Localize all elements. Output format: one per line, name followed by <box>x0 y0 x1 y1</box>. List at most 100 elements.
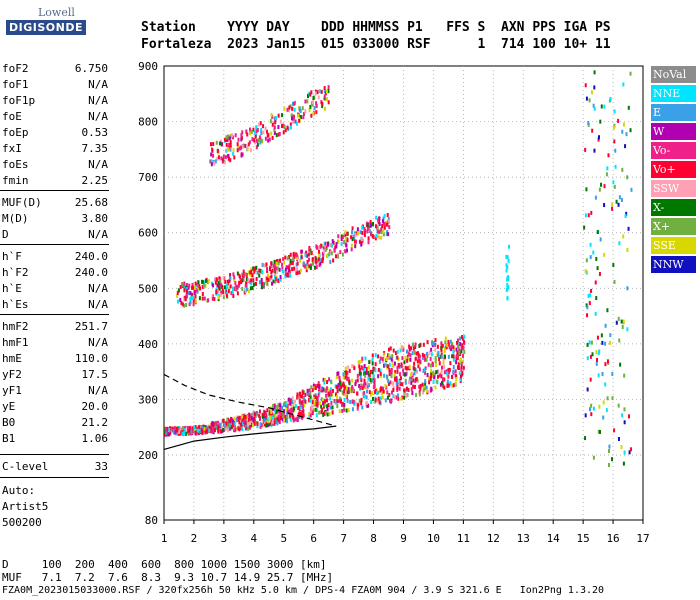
x-tick-label: 10 <box>427 532 440 545</box>
echo-mark-f2-first-hop <box>289 412 292 417</box>
echo-mark-f2-first-hop <box>347 408 350 413</box>
echo-mark-f2-third-hop <box>283 125 286 130</box>
echo-mark-f2-first-hop <box>300 410 303 415</box>
spread-echo-mark <box>598 271 601 276</box>
spread-echo-mark <box>617 403 620 408</box>
echo-mark-f2-first-hop <box>425 354 428 359</box>
echo-mark-f2-second-hop <box>289 261 292 266</box>
echo-mark-f2-third-hop <box>291 116 294 121</box>
echo-mark-f2-first-hop <box>338 387 341 392</box>
echo-mark-f2-first-hop <box>442 357 445 362</box>
echo-mark-f2-third-hop <box>237 137 240 142</box>
echo-mark-f2-second-hop <box>335 254 338 259</box>
echo-mark-f2-first-hop <box>388 393 391 398</box>
echo-mark-f2-first-hop <box>443 385 446 390</box>
echo-mark-f2-first-hop <box>322 377 325 382</box>
echo-mark-f2-first-hop <box>434 359 437 364</box>
spread-echo-mark <box>604 323 607 328</box>
spread-echo-mark <box>592 406 595 411</box>
echo-mark-f2-first-hop <box>364 394 367 399</box>
echo-mark-f2-first-hop <box>361 391 364 396</box>
echo-mark-f2-first-hop <box>415 369 418 374</box>
echo-mark-f2-first-hop <box>424 386 427 391</box>
echo-mark-f2-first-hop <box>401 345 404 350</box>
echo-mark-f2-second-hop <box>250 267 253 272</box>
echo-mark-f2-third-hop <box>255 138 258 143</box>
echo-mark-f2-first-hop <box>239 422 242 427</box>
echo-mark-f2-second-hop <box>266 282 269 287</box>
echo-mark-f2-second-hop <box>311 258 314 263</box>
echo-mark-f2-third-hop <box>306 99 309 104</box>
echo-mark-f2-first-hop <box>373 383 376 388</box>
echo-mark-f2-first-hop <box>390 367 393 372</box>
echo-mark-f2-second-hop <box>302 261 305 266</box>
echo-mark-f2-third-hop <box>323 86 326 91</box>
echo-mark-f2-second-hop <box>277 279 280 284</box>
echo-mark-f2-first-hop <box>439 382 442 387</box>
echo-mark-f2-third-hop <box>212 153 215 158</box>
echo-mark-f2-first-hop <box>440 354 443 359</box>
echo-mark-f2-third-hop <box>228 136 231 141</box>
echo-mark-f2-second-hop <box>367 240 370 245</box>
echo-mark-f2-first-hop <box>286 404 289 409</box>
echo-mark-f2-first-hop <box>426 340 429 345</box>
echo-mark-f2-first-hop <box>164 428 167 433</box>
echo-mark-f2-third-hop <box>214 159 217 164</box>
echo-mark-f2-first-hop <box>245 425 248 430</box>
echo-mark-f2-first-hop <box>413 371 416 376</box>
echo-mark-f2-first-hop <box>381 359 384 364</box>
echo-mark-f2-third-hop <box>270 131 273 136</box>
echo-mark-f2-second-hop <box>219 278 222 283</box>
echo-mark-f2-second-hop <box>369 219 372 224</box>
spread-echo-mark <box>585 187 588 192</box>
echo-mark-f2-first-hop <box>392 381 395 386</box>
x-tick-label: 12 <box>487 532 500 545</box>
echo-mark-f2-first-hop <box>454 381 457 386</box>
echo-mark-f2-first-hop <box>197 431 200 436</box>
echo-mark-f2-first-hop <box>249 421 252 426</box>
echo-mark-f2-second-hop <box>268 277 271 282</box>
echo-mark-f2-second-hop <box>275 266 278 271</box>
echo-mark-f2-first-hop <box>308 388 311 393</box>
parameter-label: foF2 <box>2 62 29 75</box>
echo-mark-f2-second-hop <box>232 294 235 299</box>
echo-mark-f2-third-hop <box>266 133 269 138</box>
echo-mark-f2-first-hop <box>227 426 230 431</box>
echo-mark-f2-first-hop <box>379 356 382 361</box>
echo-mark-f2-first-hop <box>456 365 459 370</box>
echo-mark-f2-first-hop <box>282 402 285 407</box>
echo-mark-f2-second-hop <box>292 251 295 256</box>
echo-mark-f2-first-hop <box>429 376 432 381</box>
echo-mark-f2-first-hop <box>175 431 178 436</box>
echo-mark-f2-first-hop <box>434 338 437 343</box>
echo-mark-f2-first-hop <box>424 381 427 386</box>
echo-mark-f2-third-hop <box>298 106 301 111</box>
echo-mark-f2-first-hop <box>380 386 383 391</box>
echo-mark-f2-third-hop <box>301 106 304 111</box>
echo-mark-f2-third-hop <box>306 94 309 99</box>
echo-mark-f2-second-hop <box>382 226 385 231</box>
x-tick-label: 4 <box>251 532 258 545</box>
y-tick-label: 500 <box>138 282 158 295</box>
echo-mark-f2-first-hop <box>348 381 351 386</box>
echo-mark-f2-second-hop <box>346 231 349 236</box>
echo-mark-f2-first-hop <box>451 342 454 347</box>
echo-mark-f2-first-hop <box>314 386 317 391</box>
echo-mark-f2-third-hop <box>240 153 243 158</box>
echo-mark-f2-third-hop <box>253 138 256 143</box>
echo-mark-f2-third-hop <box>289 122 292 127</box>
echo-mark-f2-third-hop <box>258 135 261 140</box>
echo-mark-f2-first-hop <box>256 421 259 426</box>
echo-mark-f2-second-hop <box>322 256 325 261</box>
echo-mark-f2-first-hop <box>451 384 454 389</box>
echo-mark-f2-first-hop <box>322 398 325 403</box>
echo-mark-f2-first-hop <box>331 405 334 410</box>
echo-mark-f2-first-hop <box>460 364 463 369</box>
echo-mark-f2-first-hop <box>402 371 405 376</box>
echo-mark-f2-third-hop <box>227 147 230 152</box>
parameter-label: MUF(D) <box>2 196 42 209</box>
echo-mark-f2-first-hop <box>334 384 337 389</box>
echo-mark-f2-third-hop <box>251 137 254 142</box>
echo-mark-f2-third-hop <box>213 161 216 166</box>
echo-mark-f2-first-hop <box>337 374 340 379</box>
